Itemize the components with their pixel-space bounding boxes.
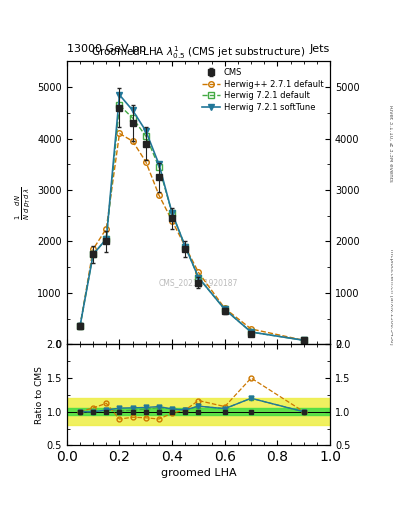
Herwig++ 2.7.1 default	[78, 323, 83, 329]
Herwig 7.2.1 default	[117, 102, 122, 108]
Herwig 7.2.1 default	[183, 244, 188, 250]
Herwig 7.2.1 softTune	[117, 92, 122, 98]
Herwig 7.2.1 default	[91, 251, 95, 258]
Herwig++ 2.7.1 default	[222, 305, 227, 311]
Line: Herwig 7.2.1 softTune: Herwig 7.2.1 softTune	[77, 92, 307, 343]
Text: mcplots.cern.ch [arXiv:1306.3436]: mcplots.cern.ch [arXiv:1306.3436]	[389, 249, 393, 345]
Line: Herwig++ 2.7.1 default: Herwig++ 2.7.1 default	[77, 131, 307, 343]
Herwig 7.2.1 default	[130, 115, 135, 121]
Herwig++ 2.7.1 default	[143, 159, 148, 165]
Y-axis label: Ratio to CMS: Ratio to CMS	[35, 366, 44, 424]
Herwig 7.2.1 softTune	[143, 128, 148, 134]
Herwig 7.2.1 softTune	[78, 323, 83, 329]
Herwig++ 2.7.1 default	[91, 246, 95, 252]
Text: Rivet 3.1.10, ≥ 3.3M events: Rivet 3.1.10, ≥ 3.3M events	[389, 105, 393, 182]
Herwig 7.2.1 softTune	[183, 244, 188, 250]
Herwig 7.2.1 default	[143, 133, 148, 139]
X-axis label: groomed LHA: groomed LHA	[161, 468, 236, 479]
Herwig++ 2.7.1 default	[301, 337, 306, 344]
Bar	[67, 398, 330, 425]
Herwig++ 2.7.1 default	[170, 218, 174, 224]
Herwig 7.2.1 softTune	[249, 329, 253, 335]
Bar	[67, 409, 330, 415]
Herwig 7.2.1 default	[301, 337, 306, 344]
Herwig++ 2.7.1 default	[104, 226, 108, 232]
Herwig 7.2.1 default	[170, 210, 174, 216]
Legend: CMS, Herwig++ 2.7.1 default, Herwig 7.2.1 default, Herwig 7.2.1 softTune: CMS, Herwig++ 2.7.1 default, Herwig 7.2.…	[200, 66, 326, 114]
Herwig 7.2.1 softTune	[301, 337, 306, 344]
Herwig 7.2.1 default	[196, 274, 201, 281]
Herwig 7.2.1 softTune	[170, 210, 174, 216]
Herwig 7.2.1 default	[249, 329, 253, 335]
Herwig 7.2.1 default	[78, 323, 83, 329]
Herwig 7.2.1 softTune	[104, 236, 108, 242]
Herwig 7.2.1 softTune	[196, 274, 201, 281]
Herwig 7.2.1 softTune	[222, 306, 227, 312]
Herwig++ 2.7.1 default	[183, 244, 188, 250]
Text: Jets: Jets	[310, 44, 330, 54]
Text: 13000 GeV pp: 13000 GeV pp	[67, 44, 146, 54]
Herwig++ 2.7.1 default	[249, 326, 253, 332]
Herwig 7.2.1 softTune	[130, 107, 135, 113]
Title: Groomed LHA $\lambda^{1}_{0.5}$ (CMS jet substructure): Groomed LHA $\lambda^{1}_{0.5}$ (CMS jet…	[91, 45, 306, 61]
Herwig 7.2.1 softTune	[91, 251, 95, 258]
Herwig++ 2.7.1 default	[130, 138, 135, 144]
Y-axis label: $\frac{1}{N}\,\frac{dN}{d\,p_T\,d\,\lambda}$: $\frac{1}{N}\,\frac{dN}{d\,p_T\,d\,\lamb…	[14, 186, 33, 220]
Herwig++ 2.7.1 default	[196, 269, 201, 275]
Herwig 7.2.1 default	[104, 236, 108, 242]
Line: Herwig 7.2.1 default: Herwig 7.2.1 default	[77, 102, 307, 343]
Herwig 7.2.1 default	[156, 164, 162, 170]
Herwig 7.2.1 softTune	[156, 161, 162, 167]
Herwig 7.2.1 default	[222, 306, 227, 312]
Herwig++ 2.7.1 default	[117, 131, 122, 137]
Text: CMS_2021_I1920187: CMS_2021_I1920187	[159, 278, 238, 287]
Herwig++ 2.7.1 default	[156, 192, 162, 198]
